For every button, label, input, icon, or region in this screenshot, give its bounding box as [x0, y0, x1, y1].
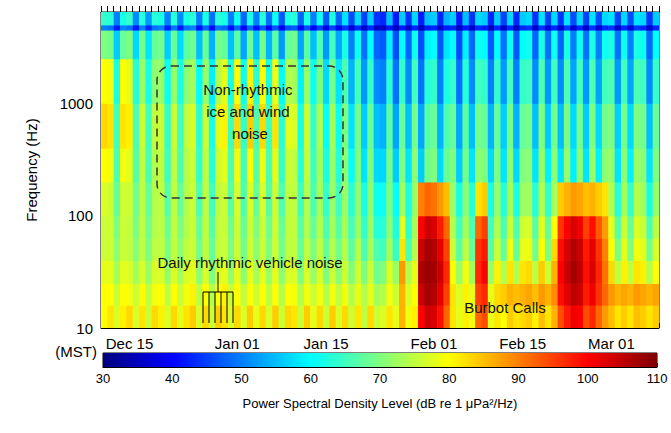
- svg-text:90: 90: [511, 371, 525, 386]
- svg-text:1000: 1000: [60, 95, 93, 112]
- svg-text:100: 100: [577, 371, 599, 386]
- svg-text:ice and wind: ice and wind: [206, 103, 294, 120]
- svg-text:Feb 01: Feb 01: [411, 335, 458, 352]
- svg-text:100: 100: [68, 207, 93, 224]
- svg-text:10: 10: [76, 320, 93, 337]
- svg-text:Power Spectral Density Level (: Power Spectral Density Level (dB re 1 μP…: [243, 396, 518, 411]
- svg-text:Non-rhythmic: Non-rhythmic: [203, 81, 296, 98]
- svg-text:80: 80: [442, 371, 456, 386]
- svg-text:50: 50: [234, 371, 248, 386]
- svg-text:Mar 01: Mar 01: [588, 335, 635, 352]
- svg-text:70: 70: [373, 371, 387, 386]
- svg-text:Burbot Calls: Burbot Calls: [464, 299, 546, 316]
- svg-text:110: 110: [647, 371, 668, 386]
- svg-text:(MST): (MST): [55, 343, 97, 360]
- svg-text:Frequency (Hz): Frequency (Hz): [23, 118, 40, 221]
- svg-text:Daily rhythmic vehicle noise: Daily rhythmic vehicle noise: [157, 254, 342, 271]
- svg-text:Jan 01: Jan 01: [215, 335, 260, 352]
- svg-text:Jan 15: Jan 15: [304, 335, 349, 352]
- svg-text:noise: noise: [232, 125, 268, 142]
- svg-text:30: 30: [96, 371, 110, 386]
- svg-text:Dec 15: Dec 15: [106, 335, 154, 352]
- svg-text:60: 60: [304, 371, 318, 386]
- svg-text:40: 40: [165, 371, 179, 386]
- svg-text:Feb 15: Feb 15: [499, 335, 546, 352]
